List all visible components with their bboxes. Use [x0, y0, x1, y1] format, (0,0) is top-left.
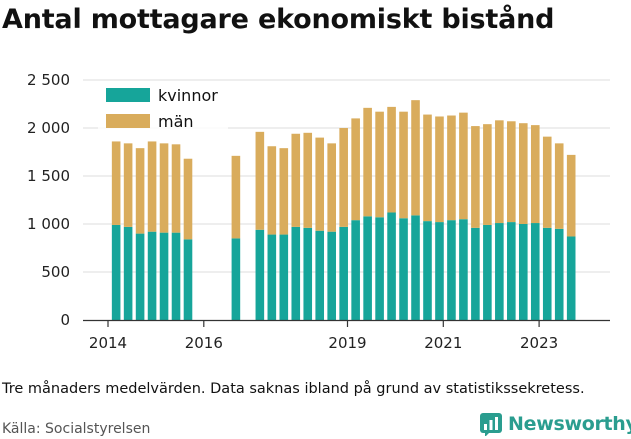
bar-man [339, 128, 348, 227]
bar-kvinnor [363, 216, 372, 320]
bars [111, 100, 576, 320]
bar-kvinnor [435, 222, 444, 320]
bar-kvinnor [530, 223, 540, 320]
bar-man [363, 107, 372, 217]
bar-man [231, 155, 241, 239]
legend-swatch [106, 114, 150, 128]
newsworthy-logo[interactable]: Newsworthy [479, 412, 631, 436]
x-tick-label: 2014 [89, 334, 127, 352]
bar-kvinnor [147, 231, 157, 320]
y-tick-label: 0 [60, 311, 70, 329]
bar-kvinnor [507, 222, 516, 320]
bar-man [495, 120, 504, 224]
bar-kvinnor [315, 230, 325, 320]
bar-man [183, 158, 193, 240]
bar-kvinnor [542, 227, 552, 320]
bar-kvinnor [459, 219, 468, 320]
y-axis-ticks: 0 500 1 000 1 500 2 000 2 500 [27, 71, 70, 329]
y-tick-label: 1 500 [27, 167, 70, 185]
bar-kvinnor [387, 212, 396, 320]
bar-kvinnor [351, 220, 360, 320]
bar-man [159, 143, 169, 233]
chart-note: Tre månaders medelvärden. Data saknas ib… [2, 381, 585, 397]
bar-kvinnor [183, 239, 193, 320]
bar-kvinnor [171, 232, 181, 320]
bar-man [111, 141, 121, 225]
bar-kvinnor [135, 233, 145, 320]
bar-man [147, 141, 157, 232]
chart-title: Antal mottagare ekonomiskt bistånd [2, 4, 555, 35]
bar-man [530, 125, 540, 224]
bar-man [554, 143, 564, 229]
legend-label: kvinnor [158, 86, 218, 105]
bar-kvinnor [231, 238, 241, 320]
bar-kvinnor [339, 226, 348, 320]
bar-man [423, 114, 432, 222]
bar-man [542, 136, 552, 228]
bar-man [351, 118, 360, 221]
x-tick-label: 2016 [185, 334, 223, 352]
bar-man [566, 154, 576, 237]
bar-man [399, 111, 408, 219]
bar-man [279, 148, 289, 235]
bar-man [375, 111, 384, 218]
bar-kvinnor [291, 226, 301, 320]
bar-kvinnor [566, 236, 576, 320]
bar-kvinnor [267, 234, 277, 320]
bar-man [507, 121, 516, 223]
legend-swatch [106, 88, 150, 102]
bar-man [327, 143, 336, 232]
bar-kvinnor [471, 227, 480, 320]
bar-man [291, 133, 301, 227]
bar-kvinnor [399, 218, 408, 320]
x-axis: 2014 2016 2019 2021 2023 [83, 319, 610, 352]
source-credit: Källa: Socialstyrelsen [2, 421, 151, 437]
bar-man [435, 116, 444, 223]
bar-kvinnor [375, 217, 384, 320]
legend-label: män [158, 112, 194, 131]
bar-kvinnor [411, 215, 420, 320]
bar-kvinnor [111, 224, 121, 320]
bar-man [267, 146, 277, 235]
bar-man [135, 148, 145, 234]
legend: kvinnor män [98, 82, 228, 134]
bar-kvinnor [518, 224, 528, 320]
bar-man [315, 137, 325, 231]
stacked-bar-chart: 0 500 1 000 1 500 2 000 2 500 2014 2016 2019 202… [27, 71, 610, 352]
x-tick-label: 2023 [520, 334, 558, 352]
bar-kvinnor [495, 223, 504, 320]
bar-man [459, 112, 468, 220]
bar-man [483, 124, 492, 225]
bar-man [518, 123, 528, 224]
brand-name: Newsworthy [508, 413, 631, 435]
bar-kvinnor [327, 231, 336, 320]
bar-man [387, 106, 396, 213]
bar-kvinnor [554, 228, 564, 320]
bar-kvinnor [279, 234, 289, 320]
x-tick-label: 2019 [328, 334, 366, 352]
bar-kvinnor [447, 220, 456, 320]
bar-man [255, 131, 265, 230]
bar-man [303, 132, 313, 228]
bar-kvinnor [423, 221, 432, 320]
bar-kvinnor [483, 224, 492, 320]
bar-kvinnor [255, 229, 265, 320]
bar-kvinnor [123, 226, 133, 320]
y-tick-label: 2 500 [27, 71, 70, 89]
bar-kvinnor [303, 227, 313, 320]
y-tick-label: 2 000 [27, 119, 70, 137]
bar-kvinnor [159, 232, 169, 320]
bar-man [123, 143, 133, 227]
bar-man [471, 126, 480, 228]
bar-man [171, 144, 181, 233]
x-tick-label: 2021 [424, 334, 462, 352]
bar-man [447, 115, 456, 221]
y-tick-label: 1 000 [27, 215, 70, 233]
bar-man [411, 100, 420, 216]
newsworthy-logo-icon [480, 413, 502, 436]
y-tick-label: 500 [41, 263, 70, 281]
